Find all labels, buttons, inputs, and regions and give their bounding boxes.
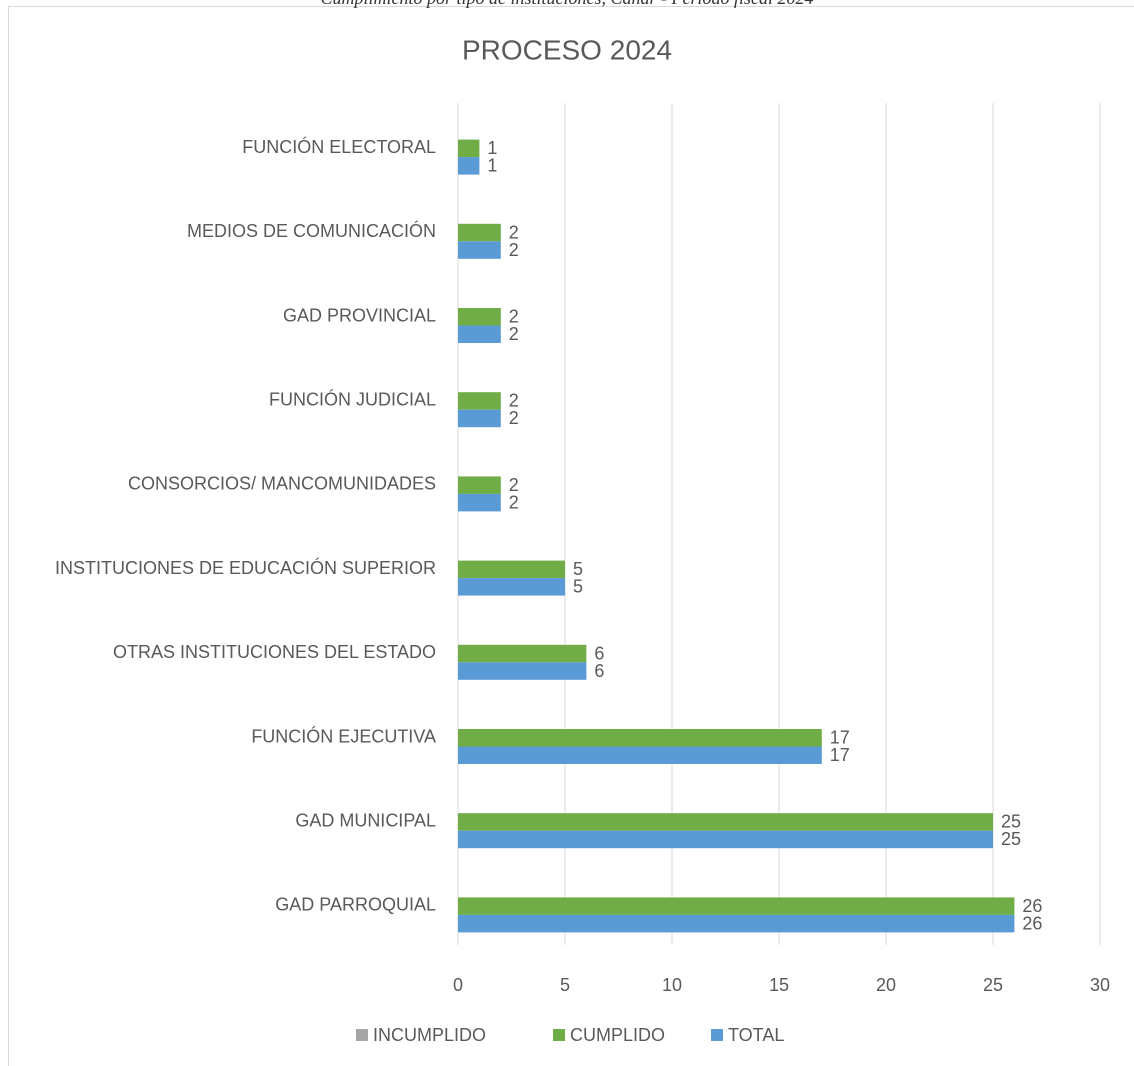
- data-label: 5: [573, 577, 583, 597]
- bar: [458, 139, 480, 158]
- legend-swatch: [711, 1029, 723, 1041]
- bar: [458, 813, 993, 831]
- x-tick-label: 5: [560, 975, 570, 995]
- x-tick-label: 0: [453, 975, 463, 995]
- bar: [458, 560, 565, 579]
- data-label: 1: [487, 156, 497, 176]
- legend-label: TOTAL: [728, 1025, 784, 1045]
- data-label: 2: [509, 307, 519, 327]
- y-tick-label: CONSORCIOS/ MANCOMUNIDADES: [128, 474, 436, 494]
- y-tick-label: GAD PARROQUIAL: [275, 895, 436, 915]
- y-tick-label: GAD MUNICIPAL: [295, 810, 436, 830]
- legend-label: INCUMPLIDO: [373, 1025, 486, 1045]
- x-tick-label: 10: [662, 975, 682, 995]
- y-tick-label: FUNCIÓN JUDICIAL: [269, 388, 436, 409]
- legend-swatch: [553, 1029, 565, 1041]
- data-label: 17: [830, 728, 850, 748]
- bar: [458, 662, 587, 680]
- data-label: 25: [1001, 829, 1021, 849]
- x-tick-label: 20: [876, 975, 896, 995]
- data-label: 2: [509, 391, 519, 411]
- bar: [458, 223, 501, 242]
- bar: [458, 241, 501, 259]
- x-tick-label: 25: [983, 975, 1003, 995]
- legend-label: CUMPLIDO: [570, 1025, 665, 1045]
- data-label: 2: [509, 492, 519, 512]
- data-label: 6: [594, 661, 604, 681]
- y-tick-label: MEDIOS DE COMUNICACIÓN: [187, 220, 436, 241]
- x-tick-label: 15: [769, 975, 789, 995]
- bar: [458, 914, 1015, 933]
- y-tick-label: FUNCIÓN ELECTORAL: [242, 136, 436, 157]
- data-label: 1: [487, 138, 497, 158]
- bar: [458, 830, 993, 849]
- chart-title: PROCESO 2024: [462, 34, 672, 65]
- data-label: 2: [509, 222, 519, 242]
- bar: [458, 897, 1015, 915]
- data-label: 2: [509, 475, 519, 495]
- bar: [458, 746, 822, 764]
- bar: [458, 493, 501, 512]
- data-label: 2: [509, 408, 519, 428]
- x-tick-label: 30: [1090, 975, 1110, 995]
- data-label: 6: [594, 643, 604, 663]
- bar: [458, 392, 501, 410]
- y-tick-label: FUNCIÓN EJECUTIVA: [251, 725, 436, 746]
- data-label: 5: [573, 559, 583, 579]
- bar: [458, 157, 480, 175]
- data-label: 2: [509, 324, 519, 344]
- data-label: 17: [830, 745, 850, 765]
- chart-border: [8, 6, 1134, 1066]
- bar: [458, 325, 501, 343]
- y-tick-label: INSTITUCIONES DE EDUCACIÓN SUPERIOR: [55, 557, 436, 578]
- data-label: 25: [1001, 812, 1021, 832]
- caption: Cumplimiento por tipo de instituciones, …: [321, 0, 814, 8]
- data-label: 2: [509, 240, 519, 260]
- bar: [458, 644, 587, 663]
- bar: [458, 476, 501, 494]
- legend-swatch: [356, 1029, 368, 1041]
- y-tick-label: OTRAS INSTITUCIONES DEL ESTADO: [113, 642, 436, 662]
- data-label: 26: [1022, 896, 1042, 916]
- bar: [458, 409, 501, 428]
- bar: [458, 729, 822, 747]
- bar: [458, 308, 501, 326]
- bar: [458, 578, 565, 596]
- data-label: 26: [1022, 913, 1042, 933]
- y-tick-label: GAD PROVINCIAL: [283, 305, 436, 325]
